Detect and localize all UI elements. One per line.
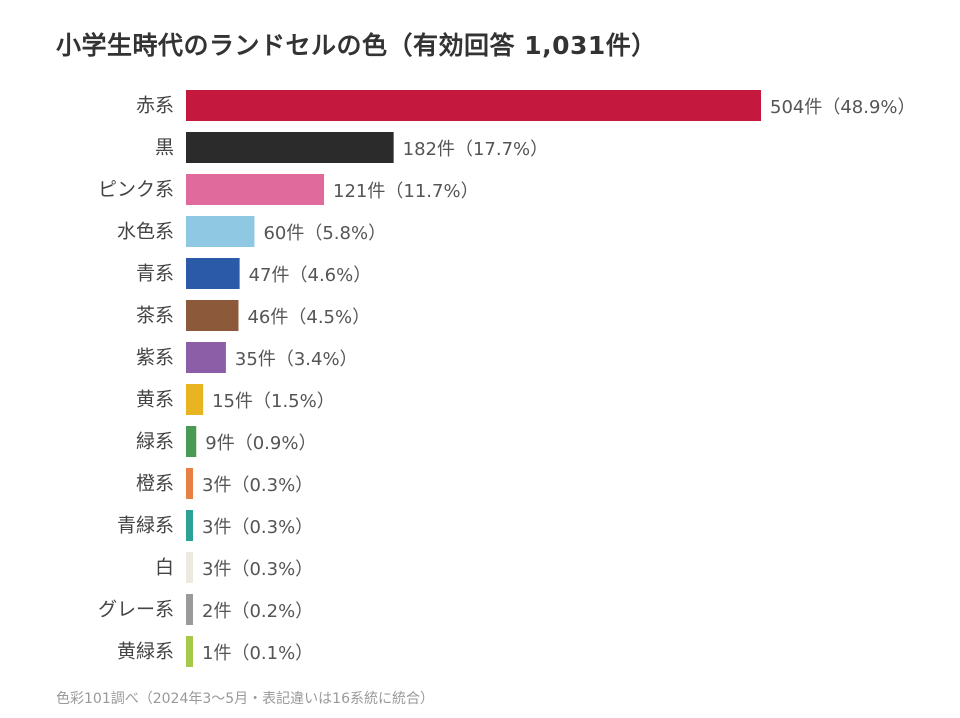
category-label: ピンク系 [98,179,174,201]
category-label: 緑系 [136,431,174,453]
category-label: 水色系 [117,221,174,243]
category-label: 黄系 [136,389,174,411]
bar-13 [186,636,193,667]
value-label: 182件（17.7%） [403,139,549,160]
bar-12 [186,594,193,625]
value-label: 121件（11.7%） [333,181,479,202]
category-label: 黒 [155,137,174,159]
category-label: 青系 [136,263,174,285]
category-label: 赤系 [136,95,174,117]
value-label: 3件（0.3%） [202,475,313,496]
bar-8 [186,426,197,457]
category-label: 紫系 [136,347,174,369]
bar-9 [186,468,193,499]
category-label: 黄緑系 [117,641,174,663]
chart-title: 小学生時代のランドセルの色（有効回答 1,031件） [56,31,657,60]
bar-2 [186,174,325,205]
bar-10 [186,510,193,541]
value-label: 3件（0.3%） [202,517,313,538]
value-label: 15件（1.5%） [212,391,335,412]
bar-4 [186,258,240,289]
value-label: 46件（4.5%） [247,307,370,328]
bars-layer [186,90,761,667]
bar-0 [186,90,761,121]
value-label: 1件（0.1%） [202,643,313,664]
bar-7 [186,384,204,415]
value-label: 60件（5.8%） [263,223,386,244]
value-label: 35件（3.4%） [235,349,358,370]
category-label: 青緑系 [117,515,174,537]
bar-11 [186,552,193,583]
bar-3 [186,216,255,247]
value-label: 2件（0.2%） [202,601,313,622]
category-label: 茶系 [136,305,174,327]
bar-1 [186,132,394,163]
source-note: 色彩101調べ（2024年3〜5月・表記違いは16系統に統合） [56,691,434,707]
bar-6 [186,342,226,373]
category-label: 橙系 [136,473,174,495]
category-label: グレー系 [98,599,174,621]
category-label: 白 [155,557,174,579]
value-label: 47件（4.6%） [249,265,372,286]
value-label: 3件（0.3%） [202,559,313,580]
value-label: 504件（48.9%） [770,97,916,118]
bar-5 [186,300,239,331]
value-label: 9件（0.9%） [205,433,316,454]
value-labels-layer: 504件（48.9%） 182件（17.7%） 121件（11.7%） 60件（5.8… [202,97,916,664]
